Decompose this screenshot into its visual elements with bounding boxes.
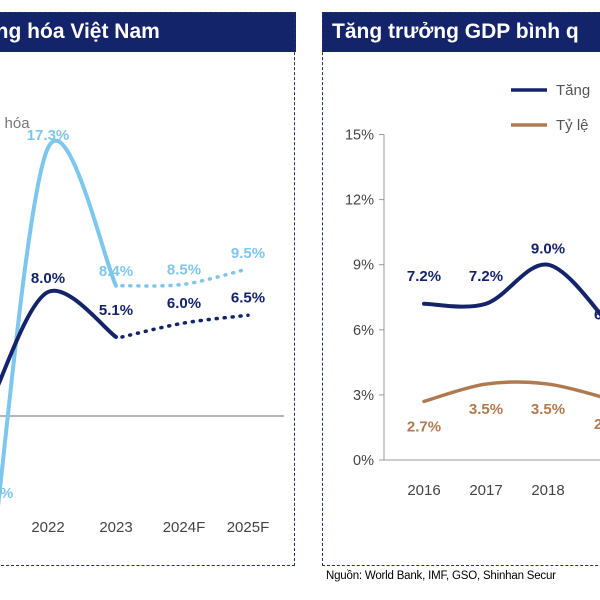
right-legend-label: Tăng <box>556 82 590 99</box>
left-light-blue-data-label: 9.5% <box>231 245 265 262</box>
left-chart-title: àng hóa Việt Nam <box>0 12 296 52</box>
right-x-tick-label: 2017 <box>469 482 502 499</box>
left-light-blue-series-line <box>0 138 118 507</box>
left-light-blue-data-label: 8.4% <box>99 263 133 280</box>
right-chart-title: Tăng trưởng GDP bình q <box>322 12 600 52</box>
right-x-tick-label: 2018 <box>531 482 564 499</box>
right-navy-data-label: 9.0% <box>531 241 565 258</box>
right-x-tick-label: 2016 <box>407 482 440 499</box>
left-x-tick-label: 2023 <box>99 519 132 536</box>
left-navy-data-label: 6.5% <box>231 289 265 306</box>
right-y-tick-label: 0% <box>353 453 374 469</box>
left-x-tick-label: 2025F <box>227 519 270 536</box>
left-x-tick-label: 2022 <box>31 519 64 536</box>
left-navy-data-label: 8.0% <box>31 270 65 287</box>
right-y-tick-label: 9% <box>353 258 374 274</box>
left-light-blue-data-label: 17.3% <box>27 127 70 144</box>
right-navy-data-label: 6 <box>594 306 600 323</box>
right-legend-label: Tỷ lệ <box>556 117 589 134</box>
left-navy-forecast-line <box>120 313 250 339</box>
right-y-tick-label: 3% <box>353 388 374 404</box>
left-light-blue-data-label: 8.5% <box>167 261 201 278</box>
right-y-tick-label: 6% <box>353 323 374 339</box>
right-navy-data-label: 7.2% <box>469 268 503 285</box>
right-navy-data-label: 7.2% <box>407 268 441 285</box>
right-brown-data-label: 2.7% <box>407 418 441 435</box>
right-brown-data-label: 3.5% <box>469 401 503 418</box>
left-navy-data-label: 6.0% <box>167 295 201 312</box>
left-legend-fragment: g hóa <box>0 115 30 132</box>
left-light-blue-forecast-line <box>120 267 250 288</box>
right-y-tick-label: 12% <box>345 193 374 209</box>
right-brown-data-label: 3.5% <box>531 401 565 418</box>
left-light-blue-partial-label: % <box>0 485 13 502</box>
left-navy-series-line <box>0 288 118 386</box>
right-navy-series-line <box>422 262 600 317</box>
left-navy-data-label: 5.1% <box>99 302 133 319</box>
source-note: Nguồn: World Bank, IMF, GSO, Shinhan Sec… <box>326 570 556 582</box>
right-y-tick-label: 15% <box>345 128 374 144</box>
right-brown-series-line <box>422 380 600 404</box>
right-brown-data-label: 2 <box>594 416 600 433</box>
left-x-tick-label: 2024F <box>163 519 206 536</box>
